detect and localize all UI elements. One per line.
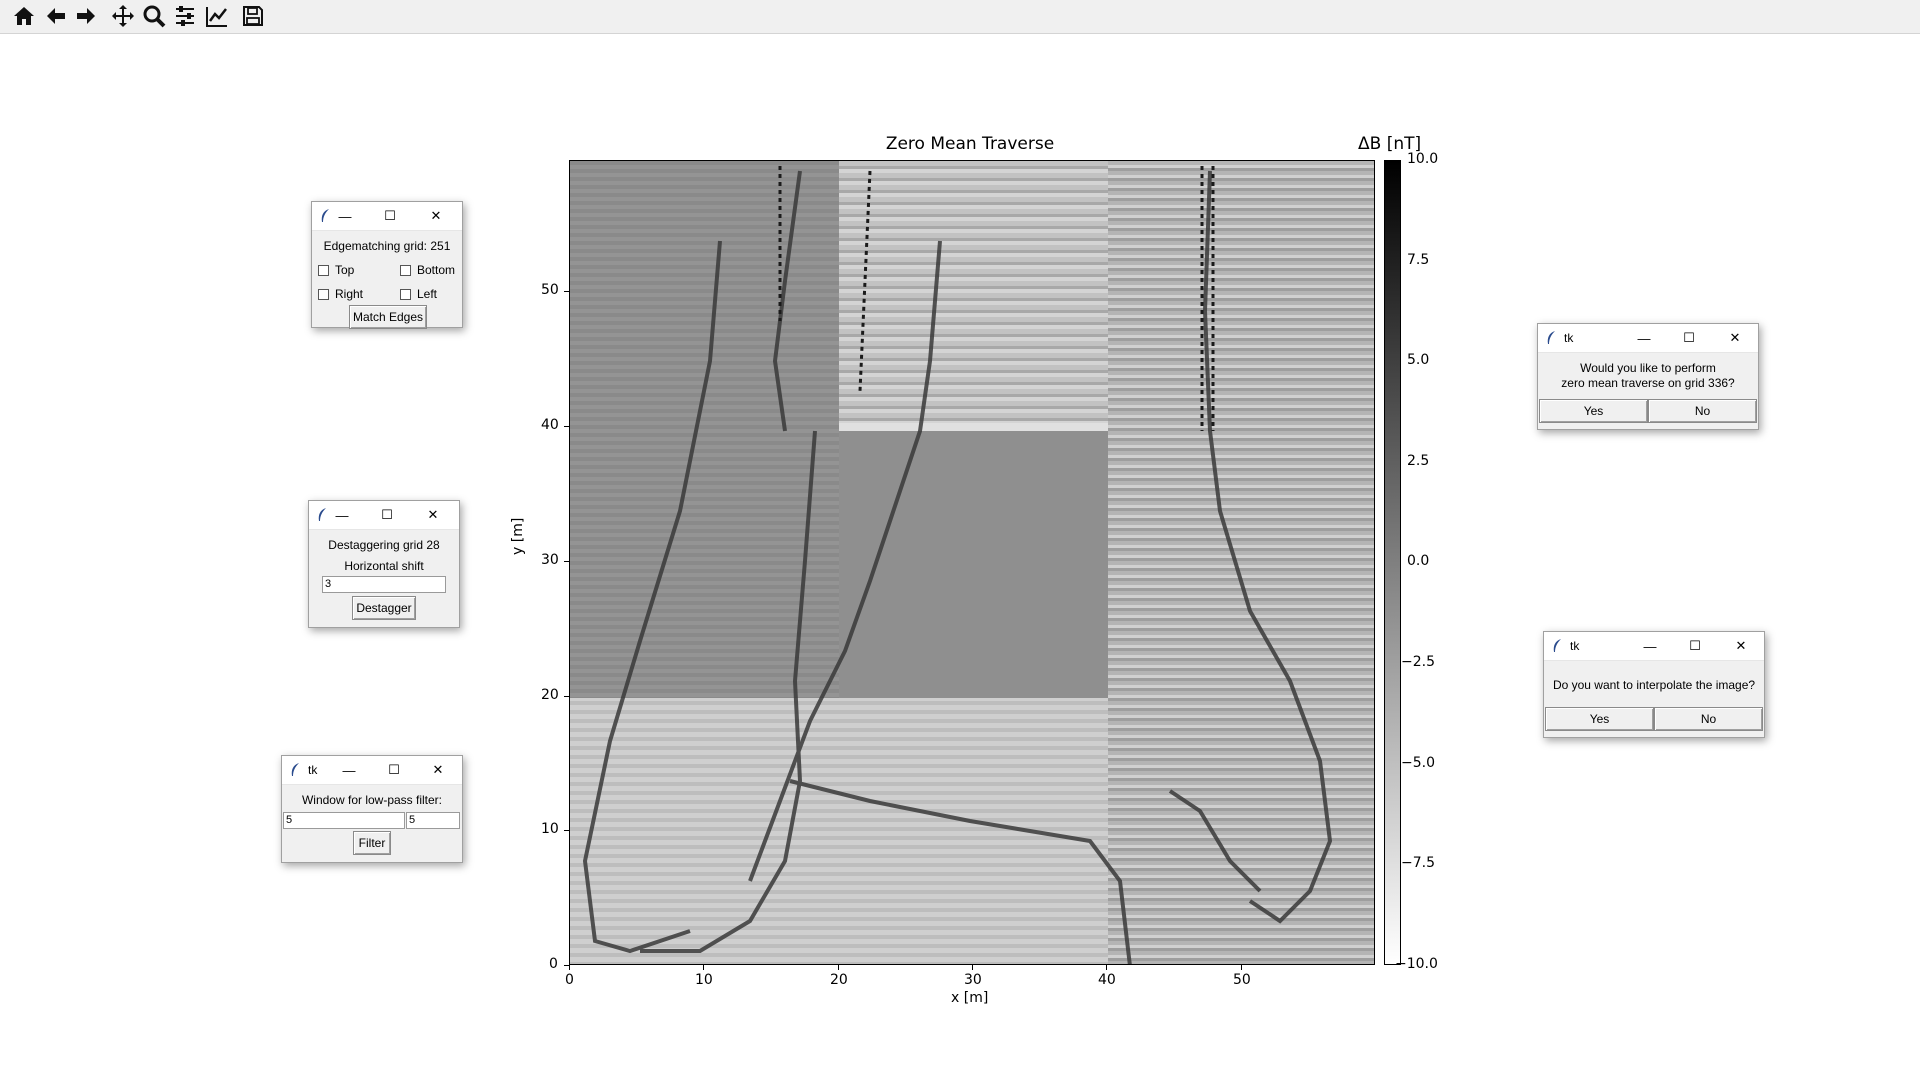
feather-icon: [291, 763, 299, 776]
close-button[interactable]: ✕: [430, 208, 442, 223]
top-checkbox[interactable]: Top: [318, 263, 354, 277]
yes-button[interactable]: Yes: [1545, 707, 1654, 731]
home-icon[interactable]: [11, 3, 37, 29]
no-button[interactable]: No: [1654, 707, 1763, 731]
maximize-button[interactable]: ☐: [384, 208, 396, 223]
close-button[interactable]: ✕: [427, 507, 439, 522]
window-title: tk: [1564, 331, 1574, 345]
save-floppy-icon[interactable]: [240, 3, 266, 29]
colorbar-tick-label: 7.5: [1407, 252, 1430, 268]
window-x-input[interactable]: 5: [283, 812, 405, 829]
heatmap-image: [570, 161, 1374, 964]
colorbar-tick-label: −7.5: [1401, 855, 1435, 871]
minimize-button[interactable]: —: [335, 507, 349, 523]
plot-title: Zero Mean Traverse: [885, 134, 1055, 154]
no-button[interactable]: No: [1648, 399, 1757, 423]
yes-button[interactable]: Yes: [1539, 399, 1648, 423]
y-tick-label: 10: [541, 821, 559, 837]
maximize-button[interactable]: ☐: [1683, 330, 1695, 345]
filter-button[interactable]: Filter: [353, 831, 391, 855]
back-arrow-icon[interactable]: [43, 3, 69, 29]
minimize-button[interactable]: —: [1637, 330, 1651, 346]
x-tick-label: 30: [964, 972, 982, 988]
match-edges-button[interactable]: Match Edges: [349, 305, 427, 329]
lowpass-window: tk — ☐ ✕ Window for low-pass filter: 5 5…: [281, 755, 463, 863]
minimize-button[interactable]: —: [342, 762, 356, 778]
colorbar-tick-label: −10.0: [1395, 956, 1438, 972]
x-tick-label: 20: [830, 972, 848, 988]
close-button[interactable]: ✕: [1729, 330, 1741, 345]
horizontal-shift-input[interactable]: 3: [322, 576, 446, 593]
question-line-2: zero mean traverse on grid 336?: [1561, 376, 1735, 390]
colorbar-tick-label: 10.0: [1407, 151, 1439, 167]
colorbar-tick-label: 0.0: [1407, 553, 1430, 569]
pan-move-icon[interactable]: [110, 3, 136, 29]
interpolate-dialog: tk — ☐ ✕ Do you want to interpolate the …: [1543, 631, 1765, 738]
colorbar: [1384, 160, 1401, 965]
window-title: tk: [308, 763, 318, 777]
destagger-button[interactable]: Destagger: [352, 596, 416, 620]
zoom-magnifier-icon[interactable]: [141, 3, 167, 29]
edit-axis-icon[interactable]: [204, 3, 230, 29]
edgematch-label: Edgematching grid: 251: [323, 239, 451, 253]
x-tick-label: 40: [1098, 972, 1116, 988]
forward-arrow-icon[interactable]: [73, 3, 99, 29]
x-tick-label: 0: [565, 972, 574, 988]
interpolate-question: Do you want to interpolate the image?: [1552, 678, 1756, 692]
minimize-button[interactable]: —: [1643, 638, 1657, 654]
heatmap-axes[interactable]: [569, 160, 1375, 965]
feather-icon: [321, 209, 329, 222]
close-button[interactable]: ✕: [1735, 638, 1747, 653]
horizontal-shift-label: Horizontal shift: [344, 559, 424, 573]
x-tick-label: 10: [695, 972, 713, 988]
edgematch-window: — ☐ ✕ Edgematching grid: 251 Top Bottom …: [311, 201, 463, 329]
maximize-button[interactable]: ☐: [1689, 638, 1701, 653]
colorbar-tick-label: −2.5: [1401, 654, 1435, 670]
zero-mean-dialog: tk — ☐ ✕ Would you like to perform zero …: [1537, 323, 1759, 430]
lowpass-label: Window for low-pass filter:: [301, 793, 443, 807]
right-checkbox[interactable]: Right: [318, 287, 363, 301]
question-line-1: Would you like to perform: [1580, 361, 1716, 375]
configure-subplots-icon[interactable]: [172, 3, 198, 29]
minimize-button[interactable]: —: [338, 208, 352, 224]
y-tick-label: 40: [541, 417, 559, 433]
colorbar-tick-label: −5.0: [1401, 755, 1435, 771]
left-checkbox[interactable]: Left: [400, 287, 437, 301]
y-tick-label: 20: [541, 687, 559, 703]
close-button[interactable]: ✕: [432, 762, 444, 777]
colorbar-label: ΔB [nT]: [1358, 134, 1422, 154]
window-title: tk: [1570, 639, 1580, 653]
y-tick-label: 30: [541, 552, 559, 568]
matplotlib-toolbar: [0, 0, 1920, 34]
y-axis-label: y [m]: [510, 517, 526, 555]
colorbar-tick-label: 2.5: [1407, 453, 1430, 469]
feather-icon: [318, 508, 326, 521]
feather-icon: [1547, 331, 1555, 344]
maximize-button[interactable]: ☐: [381, 507, 393, 522]
x-axis-label: x [m]: [951, 990, 989, 1006]
maximize-button[interactable]: ☐: [388, 762, 400, 777]
destagger-window: — ☐ ✕ Destaggering grid 28 Horizontal sh…: [308, 500, 460, 628]
y-tick-label: 0: [549, 956, 558, 972]
y-tick-label: 50: [541, 282, 559, 298]
x-tick-label: 50: [1233, 972, 1251, 988]
bottom-checkbox[interactable]: Bottom: [400, 263, 455, 277]
feather-icon: [1553, 639, 1561, 652]
window-y-input[interactable]: 5: [406, 812, 460, 829]
destagger-grid-label: Destaggering grid 28: [328, 538, 440, 552]
colorbar-tick-label: 5.0: [1407, 352, 1430, 368]
